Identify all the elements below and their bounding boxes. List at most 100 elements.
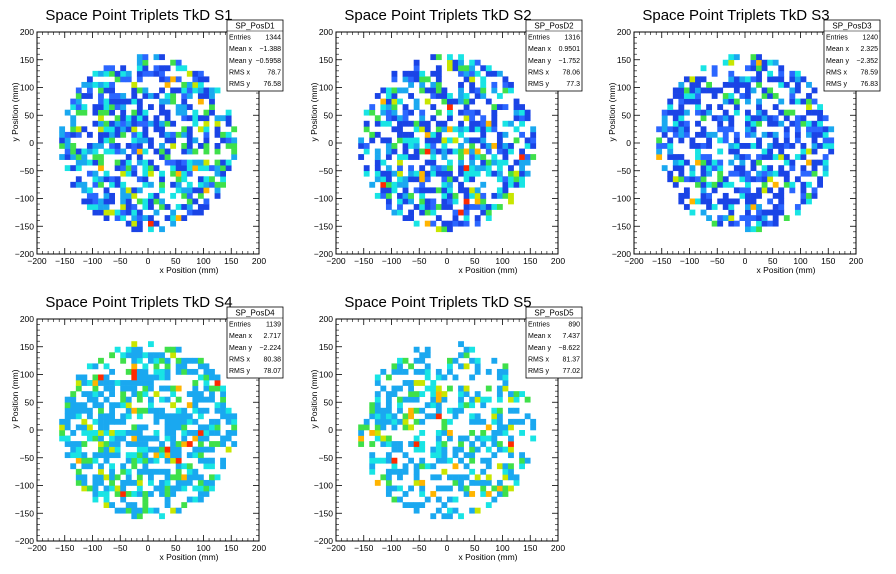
heatmap-cell [136,513,143,520]
heatmap-cell [374,154,381,160]
heatmap-cell [374,115,381,122]
heatmap-cell [374,457,381,464]
heatmap-cell [413,357,420,364]
heatmap-cell [170,76,177,83]
heatmap-cell [75,479,82,486]
heatmap-cell [496,413,503,420]
heatmap-cell [745,209,751,216]
heatmap-cell [783,126,790,133]
heatmap-cell [214,402,221,409]
heatmap-cell [678,104,685,110]
heatmap-cell [75,154,82,160]
heatmap-cell [469,430,476,436]
heatmap-cell [142,363,149,370]
heatmap-cell [203,368,210,375]
heatmap-cell [435,81,442,88]
heatmap-cell [142,352,149,359]
heatmap-cell [131,98,138,105]
panel-title: Space Point Triplets TkD S2 [344,7,531,24]
heatmap-cell [148,474,154,481]
heatmap-cell [474,396,481,403]
heatmap-cell [424,170,431,177]
heatmap-cell [186,126,193,133]
heatmap-cell [413,368,420,375]
heatmap-cell [136,441,143,447]
heatmap-cell [374,396,381,403]
heatmap-cell [98,165,104,172]
heatmap-cell [175,215,182,221]
heatmap-cell [114,104,121,110]
heatmap-cell [192,385,199,392]
heatmap-cell [700,170,707,177]
heatmap-cell [181,187,188,194]
heatmap-cell [678,165,685,172]
heatmap-cell [86,131,93,138]
heatmap-cell [695,143,701,149]
heatmap-cell [125,346,132,353]
heatmap-cell [120,104,127,110]
heatmap-cell [98,435,104,442]
heatmap-cell [728,209,735,216]
heatmap-cell [380,441,387,447]
heatmap-cell [695,98,701,105]
heatmap-cell [480,441,487,447]
heatmap-cell [474,363,481,370]
heatmap-cell [689,137,696,144]
heatmap-cell [413,76,420,83]
heatmap-cell [761,215,768,221]
heatmap-cell [148,137,154,144]
stats-key: Mean x [528,46,551,53]
heatmap-cell [435,457,442,464]
heatmap-cell [513,104,520,110]
heatmap-cell [474,357,481,364]
heatmap-cell [148,120,154,127]
heatmap-cell [164,479,171,486]
heatmap-cell [419,502,426,508]
heatmap-cell [485,170,492,177]
heatmap-cell [148,215,154,221]
heatmap-cell [148,104,154,110]
heatmap-cell [756,187,762,194]
heatmap-cell [98,479,104,486]
heatmap-cell [86,413,93,420]
heatmap-cell [170,87,177,94]
heatmap-cell [413,468,420,475]
heatmap-cell [806,104,812,110]
heatmap-cell [92,430,99,436]
heatmap-cell [153,209,160,216]
heatmap-cell [463,176,470,183]
heatmap-cell [480,402,487,409]
heatmap-cell [761,115,768,122]
heatmap-cell [491,154,498,160]
heatmap-cell [98,143,104,149]
heatmap-cell [413,176,420,183]
heatmap-cell [192,418,199,425]
heatmap-cell [181,192,188,199]
heatmap-cell [109,479,115,486]
heatmap-cell [186,452,193,459]
heatmap-cell [131,407,138,414]
heatmap-cell [502,463,509,470]
heatmap-cell [513,396,520,403]
heatmap-cell [136,430,143,436]
heatmap-cell [508,87,514,94]
heatmap-cell [203,131,210,138]
heatmap-cell [86,204,93,210]
heatmap-cell [131,226,138,233]
heatmap-cell [717,126,724,133]
x-axis-label: x Position (mm) [458,552,517,562]
heatmap-cell [142,435,149,442]
heatmap-cell [380,385,387,392]
heatmap-cell [733,165,740,172]
heatmap-cell [197,391,204,397]
heatmap-cell [92,159,99,166]
heatmap-cell [142,424,149,431]
heatmap-cell [385,479,392,486]
heatmap-cell [131,502,138,508]
heatmap-cell [485,424,492,431]
heatmap-cell [750,143,757,149]
heatmap-cell [181,204,188,210]
heatmap-cell [474,507,481,514]
heatmap-cell [794,137,801,144]
heatmap-cell [452,220,459,227]
